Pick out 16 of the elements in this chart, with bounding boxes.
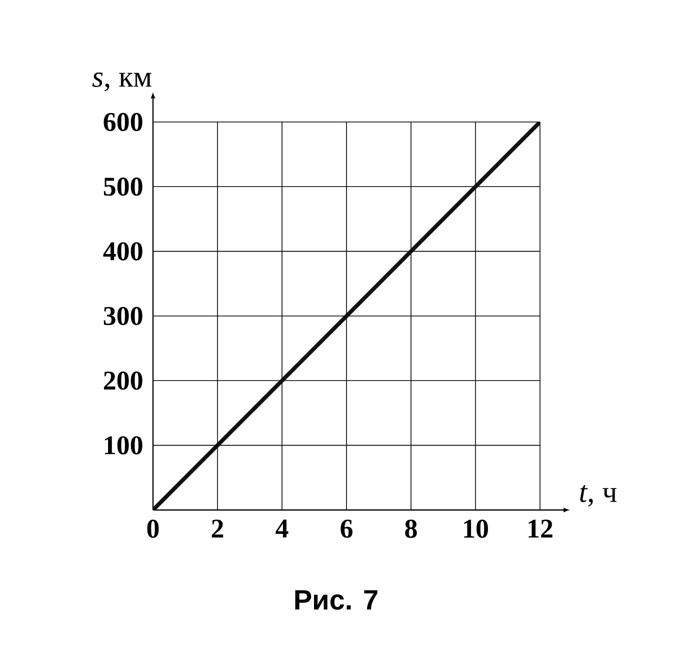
x-tick-label: 8 <box>405 520 417 538</box>
y-axis-title: s, км <box>92 72 152 92</box>
y-tick-label: 300 <box>104 306 142 326</box>
y-tick-label: 500 <box>104 178 142 196</box>
y-tick-label: 600 <box>104 112 142 132</box>
y-tick-label: 100 <box>105 436 142 454</box>
x-tick-label: 6 <box>340 520 352 538</box>
x-tick-label: 0 <box>147 520 159 538</box>
text: Рис. 7 <box>295 590 378 610</box>
x-tick-label: 12 <box>528 520 552 538</box>
x-tick-label: 4 <box>276 520 288 538</box>
x-tick-label: 2 <box>212 520 224 538</box>
x-tick-label: 10 <box>464 520 488 538</box>
x-axis-title: t, ч <box>580 484 617 506</box>
y-tick-label: 400 <box>103 242 142 260</box>
y-tick-label: 200 <box>104 372 142 390</box>
